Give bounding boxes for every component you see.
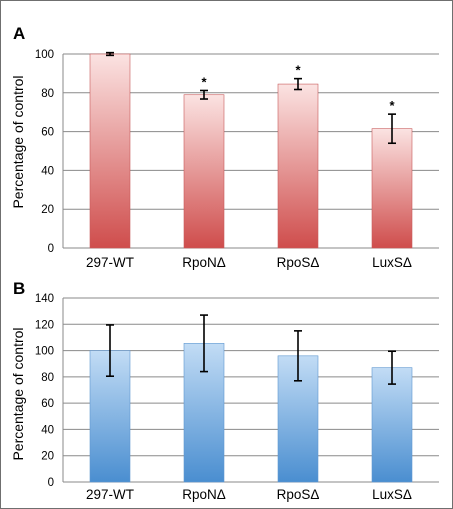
y-tick-label: 140 xyxy=(35,293,54,305)
y-axis-label-a: Percentage of control xyxy=(10,75,26,208)
y-tick-label: 100 xyxy=(35,49,54,61)
panel-a-letter: A xyxy=(13,24,25,43)
y-axis-label-b: Percentage of control xyxy=(10,327,26,460)
error-bar xyxy=(200,89,208,100)
bar-a-1 xyxy=(183,94,225,249)
x-category-label: RpoNΔ xyxy=(182,255,226,270)
bar-a-3 xyxy=(371,128,413,249)
error-bar xyxy=(200,314,208,373)
error-bar xyxy=(294,330,302,382)
chart-panel-b: 0 20 40 60 80 100 120 140 297-WT RpoNΔ RpoSΔ LuxSΔ xyxy=(35,293,439,502)
y-tick-label: 80 xyxy=(41,372,54,384)
y-tick-label: 120 xyxy=(35,319,54,331)
x-category-label: LuxSΔ xyxy=(372,487,412,502)
y-tick-label: 40 xyxy=(41,165,54,177)
y-tick-label: 40 xyxy=(41,424,54,436)
error-bar xyxy=(388,113,396,145)
error-bar xyxy=(294,77,302,91)
x-category-label: RpoSΔ xyxy=(277,255,320,270)
y-tick-label: 60 xyxy=(41,127,54,139)
y-tick-label: 60 xyxy=(41,398,54,410)
y-tick-label: 20 xyxy=(41,451,54,463)
error-bar xyxy=(106,51,114,57)
bar-a-0 xyxy=(89,53,131,249)
panel-b-letter: B xyxy=(13,279,25,298)
error-bar xyxy=(388,350,396,385)
bar-a-2 xyxy=(277,83,319,249)
error-bar xyxy=(106,324,114,378)
x-category-label: RpoSΔ xyxy=(277,487,320,502)
x-category-label: LuxSΔ xyxy=(372,255,412,270)
y-tick-label: 0 xyxy=(48,477,54,489)
significance-marker: * xyxy=(201,74,207,89)
y-tick-label: 0 xyxy=(48,243,54,255)
y-tick-label: 80 xyxy=(41,88,54,100)
significance-marker: * xyxy=(389,98,395,113)
chart-panel-a: 0 20 40 60 80 100 297-WT * RpoNΔ * RpoSΔ * LuxSΔ xyxy=(35,49,439,270)
x-category-label: RpoNΔ xyxy=(182,487,226,502)
significance-marker: * xyxy=(295,63,301,78)
bar-b-3 xyxy=(371,367,413,483)
y-tick-label: 20 xyxy=(41,204,54,216)
y-tick-label: 100 xyxy=(35,346,54,358)
x-category-label: 297-WT xyxy=(86,255,134,270)
x-category-label: 297-WT xyxy=(86,487,134,502)
